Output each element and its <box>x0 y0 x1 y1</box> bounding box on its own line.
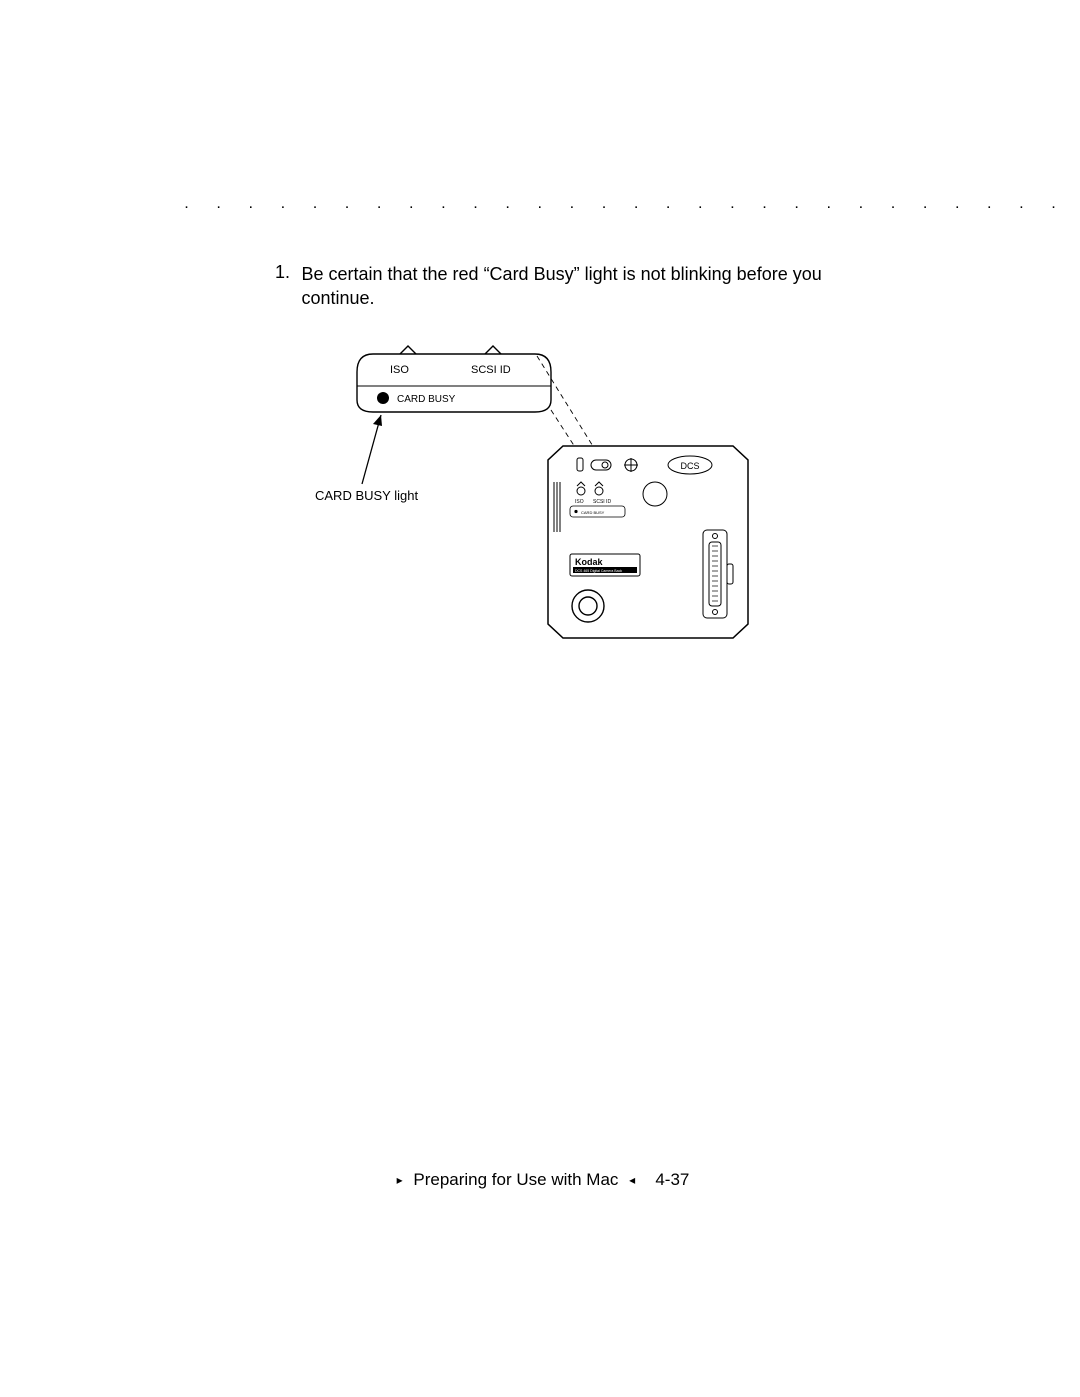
label-iso-small: ISO <box>575 499 584 505</box>
dcs-label: DCS <box>680 461 699 471</box>
nameplate: Kodak DCS 465 Digital Camera Back <box>570 554 640 576</box>
step-number: 1. <box>275 262 297 283</box>
footer-triangle-right-icon: ◂ <box>629 1173 635 1187</box>
device: DCS ISO SCSI ID <box>548 446 748 638</box>
footer-triangle-left-icon: ▸ <box>397 1173 403 1187</box>
label-iso: ISO <box>390 364 409 376</box>
diagram: CARD BUSY light ISO SCSI ID CARD BUSY <box>275 342 905 722</box>
step-text: Be certain that the red “Card Busy” ligh… <box>301 262 891 311</box>
label-card-busy: CARD BUSY <box>397 394 456 405</box>
callout-panel: ISO SCSI ID CARD BUSY <box>357 346 551 412</box>
instruction-step-1: 1. Be certain that the red “Card Busy” l… <box>275 262 905 311</box>
brand-label: Kodak <box>575 557 604 567</box>
callout-arrow <box>362 415 382 484</box>
footer-title: Preparing for Use with Mac <box>413 1170 618 1189</box>
label-scsi: SCSI ID <box>471 364 511 376</box>
tripod-port <box>572 590 604 622</box>
dotted-rule: . . . . . . . . . . . . . . . . . . . . … <box>185 199 905 211</box>
model-label: DCS 465 Digital Camera Back <box>575 569 622 573</box>
page-footer: ▸ Preparing for Use with Mac ◂ 4-37 <box>0 1170 1080 1190</box>
card-busy-dot <box>377 392 389 404</box>
footer-page-number: 4-37 <box>655 1170 689 1189</box>
label-card-busy-small: CARD BUSY <box>581 510 605 515</box>
diagram-svg: ISO SCSI ID CARD BUSY <box>275 342 905 722</box>
callout-card-busy-label: CARD BUSY light <box>315 488 418 503</box>
device-card-busy: CARD BUSY <box>570 506 625 517</box>
label-scsi-small: SCSI ID <box>593 499 611 505</box>
